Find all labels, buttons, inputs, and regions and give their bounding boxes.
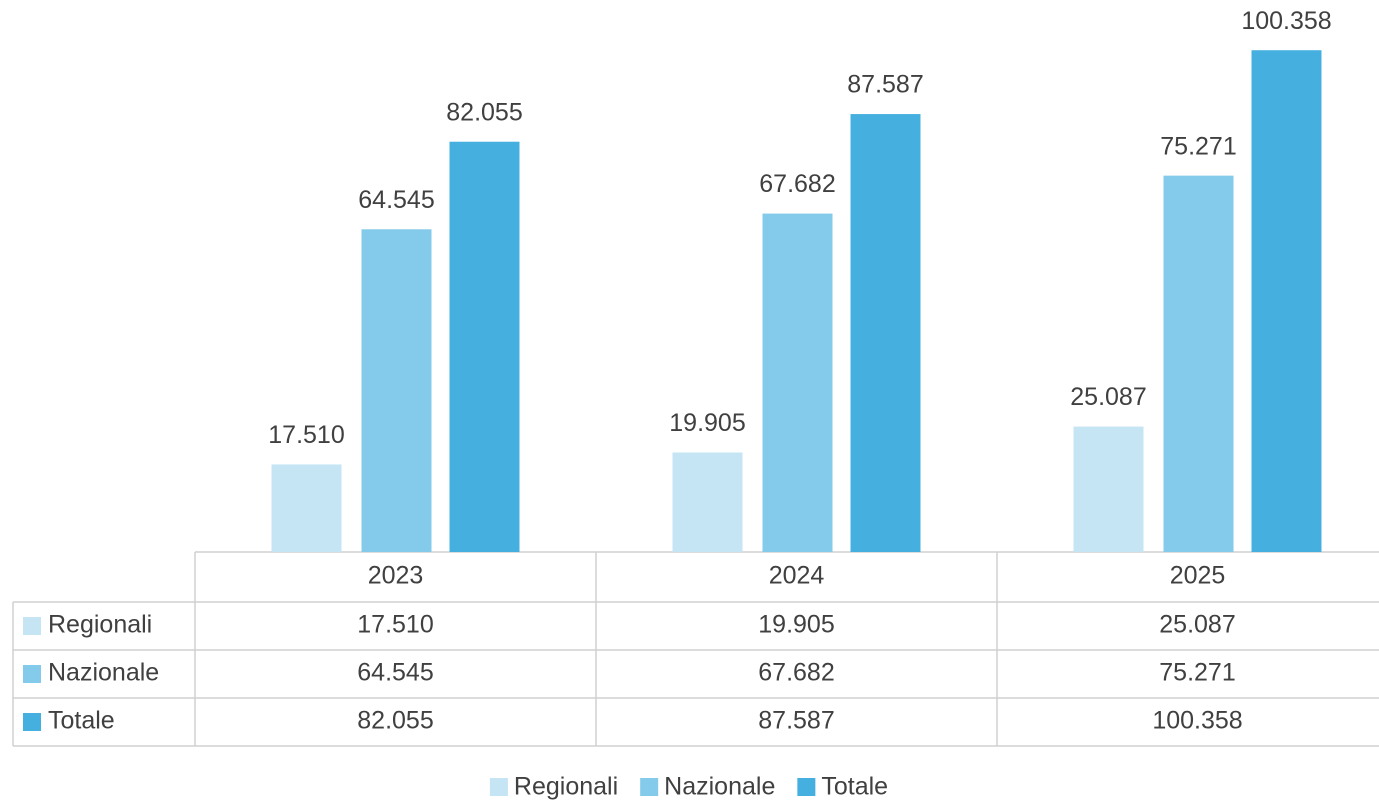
table-cell: 19.905 <box>758 611 834 639</box>
category-label: 2024 <box>769 562 825 590</box>
data-label: 64.545 <box>358 186 434 214</box>
bar <box>271 464 342 552</box>
legend: Regionali Nazionale Totale <box>489 773 888 801</box>
table-cell: 17.510 <box>357 611 433 639</box>
legend-key <box>640 778 659 796</box>
legend-key <box>489 778 508 796</box>
legend-label: Nazionale <box>664 773 775 801</box>
table-legend-key <box>23 713 41 731</box>
data-label: 82.055 <box>446 98 522 126</box>
table-cell: 75.271 <box>1159 659 1235 687</box>
bar <box>1251 50 1322 553</box>
table-row-label: Regionali <box>48 611 152 639</box>
legend-label: Totale <box>821 773 888 801</box>
table-legend-key <box>23 665 41 683</box>
data-label: 75.271 <box>1160 132 1236 160</box>
category-label: 2023 <box>368 562 424 590</box>
bar <box>672 452 743 552</box>
bar <box>1073 426 1144 552</box>
table-cell: 82.055 <box>357 707 433 735</box>
table-cell: 25.087 <box>1159 611 1235 639</box>
table-cell: 87.587 <box>758 707 834 735</box>
legend-label: Regionali <box>514 773 618 801</box>
bar <box>361 229 432 552</box>
bar <box>449 141 520 552</box>
table-cell: 64.545 <box>357 659 433 687</box>
table-row-label: Totale <box>48 707 115 735</box>
table-row-label: Nazionale <box>48 659 159 687</box>
data-label: 17.510 <box>268 421 344 449</box>
data-label: 87.587 <box>847 71 923 99</box>
data-label: 19.905 <box>669 409 745 437</box>
table-legend-key <box>23 617 41 635</box>
data-label: 67.682 <box>759 170 835 198</box>
bar <box>762 213 833 552</box>
table-cell: 67.682 <box>758 659 834 687</box>
data-label: 25.087 <box>1070 383 1146 411</box>
bar <box>850 114 921 552</box>
legend-key <box>797 778 816 796</box>
data-label: 100.358 <box>1241 7 1331 35</box>
bar <box>1163 175 1234 552</box>
table-cell: 100.358 <box>1152 707 1242 735</box>
category-label: 2025 <box>1170 562 1226 590</box>
